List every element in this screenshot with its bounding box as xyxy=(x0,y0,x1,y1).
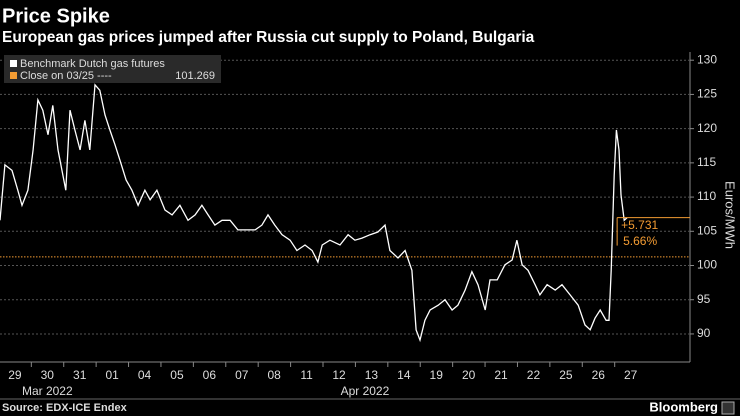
x-tick-label: 11 xyxy=(300,368,313,382)
x-tick-label: 06 xyxy=(203,368,217,382)
y-tick-label: 125 xyxy=(697,87,717,101)
y-tick-label: 115 xyxy=(697,155,716,169)
x-tick-label: 29 xyxy=(8,368,22,382)
x-tick-label: 04 xyxy=(138,368,152,382)
brand-icon xyxy=(721,401,735,415)
legend-label: Close on 03/25 ---- xyxy=(20,70,112,82)
legend-swatch xyxy=(10,72,17,79)
x-tick-label: 30 xyxy=(41,368,55,382)
x-tick-label: 14 xyxy=(397,368,411,382)
legend-swatch xyxy=(10,60,17,67)
chart-title: Price Spike xyxy=(2,5,110,27)
y-tick-label: 120 xyxy=(697,121,717,135)
y-tick-label: 95 xyxy=(697,292,711,306)
source: Source: EDX-ICE Endex xyxy=(2,402,128,414)
x-tick-label: 21 xyxy=(494,368,508,382)
x-tick-label: 08 xyxy=(268,368,282,382)
change-pct-label: 5.66% xyxy=(623,234,657,248)
x-tick-label: 31 xyxy=(73,368,87,382)
y-tick-label: 105 xyxy=(697,223,717,237)
y-tick-label: 130 xyxy=(697,52,717,66)
x-tick-label: 26 xyxy=(592,368,606,382)
series-line xyxy=(0,83,628,343)
x-tick-label: 19 xyxy=(430,368,444,382)
x-tick-label: 07 xyxy=(235,368,249,382)
x-tick-label: 05 xyxy=(170,368,184,382)
y-tick-label: 110 xyxy=(697,189,716,203)
x-tick-label: 20 xyxy=(462,368,476,382)
x-tick-label: 22 xyxy=(527,368,541,382)
month-label: Mar 2022 xyxy=(22,384,73,398)
y-tick-label: 90 xyxy=(697,326,711,340)
x-tick-label: 27 xyxy=(624,368,638,382)
y-tick-label: 100 xyxy=(697,258,717,272)
chart-subtitle: European gas prices jumped after Russia … xyxy=(2,29,535,46)
legend-value: 101.269 xyxy=(175,70,215,82)
x-tick-label: 01 xyxy=(105,368,119,382)
brand: Bloomberg xyxy=(649,399,718,414)
month-label: Apr 2022 xyxy=(341,384,390,398)
y-axis-label: Euros/MWh xyxy=(723,181,738,249)
legend-label: Benchmark Dutch gas futures xyxy=(20,58,165,70)
x-tick-label: 13 xyxy=(365,368,379,382)
x-tick-label: 12 xyxy=(332,368,346,382)
legend-box xyxy=(4,55,221,83)
change-label: +5.731 xyxy=(621,218,658,232)
x-tick-label: 25 xyxy=(559,368,573,382)
